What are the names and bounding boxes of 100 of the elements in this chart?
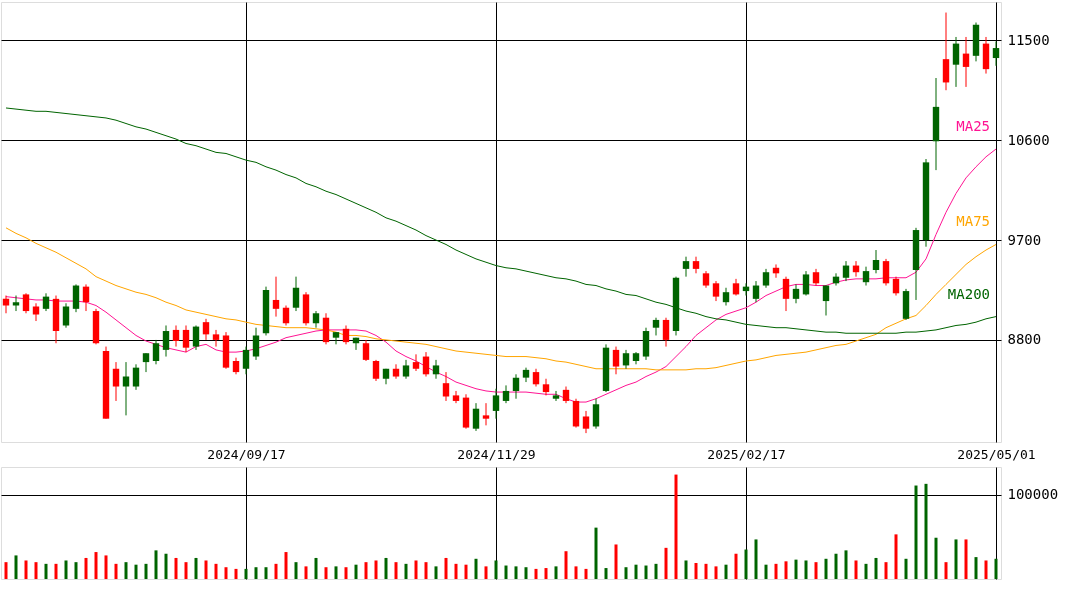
candlestick	[192, 324, 200, 351]
x-tick-label: 2024/11/29	[457, 446, 536, 462]
candlestick	[292, 276, 300, 312]
bar	[414, 560, 418, 579]
bar	[574, 566, 578, 579]
bar	[684, 560, 688, 579]
candlestick	[782, 276, 790, 312]
bar	[514, 566, 518, 579]
bar	[554, 566, 558, 579]
candlestick	[112, 361, 120, 402]
candlestick	[492, 388, 500, 420]
bar	[264, 567, 268, 579]
bar	[914, 485, 918, 579]
bar	[774, 563, 778, 579]
bar	[994, 558, 998, 579]
bar	[504, 565, 508, 579]
candlestick	[12, 295, 20, 312]
candlestick	[472, 402, 480, 432]
bar	[924, 483, 928, 579]
bar	[694, 563, 698, 579]
bar	[754, 539, 758, 579]
candlestick	[342, 324, 350, 345]
bar	[604, 568, 608, 579]
candlestick	[122, 361, 130, 416]
bar	[714, 566, 718, 579]
candlestick	[392, 363, 400, 380]
candlestick	[992, 40, 1000, 67]
bar	[374, 560, 378, 579]
bar	[674, 474, 678, 579]
bar	[384, 557, 388, 579]
bar	[24, 560, 28, 579]
bar	[724, 564, 728, 579]
candlestick	[622, 349, 630, 370]
bar	[734, 553, 738, 579]
candlestick	[842, 260, 850, 282]
candlestick	[202, 318, 210, 341]
x-tick-label: 2025/05/01	[957, 446, 1036, 462]
bar	[104, 555, 108, 579]
candlestick	[692, 256, 700, 274]
candlestick	[72, 283, 80, 313]
bar	[824, 558, 828, 579]
candlestick	[552, 390, 560, 402]
bar	[474, 558, 478, 579]
bar	[524, 567, 528, 579]
candlestick	[332, 331, 340, 345]
candlestick	[882, 258, 890, 287]
candlestick	[482, 402, 490, 426]
bar	[624, 567, 628, 579]
bar	[594, 527, 598, 579]
candlestick	[872, 249, 880, 274]
bar	[174, 557, 178, 579]
candlestick	[862, 266, 870, 287]
bar	[484, 566, 488, 579]
bar	[214, 563, 218, 579]
candlestick	[362, 339, 370, 362]
candlestick	[252, 327, 260, 361]
candlestick	[962, 36, 970, 88]
y-tick-label: 11500	[1007, 31, 1050, 48]
bar	[974, 557, 978, 579]
x-tick-label: 2025/02/17	[707, 446, 786, 462]
candlestick	[152, 339, 160, 365]
bar	[144, 563, 148, 579]
bar	[894, 534, 898, 579]
bar	[224, 567, 228, 579]
candlestick	[162, 324, 170, 358]
bar	[94, 552, 98, 579]
y-tick-label: 8800	[1007, 331, 1042, 348]
bar	[434, 566, 438, 579]
candlestick	[272, 276, 280, 318]
series-label: MA25	[956, 118, 990, 135]
bar	[784, 561, 788, 579]
bar	[314, 557, 318, 579]
bar	[854, 560, 858, 579]
candlestick	[172, 324, 180, 348]
bar	[494, 560, 498, 579]
bar	[794, 559, 798, 579]
bar	[364, 562, 368, 579]
bar	[654, 563, 658, 579]
y-tick-label: 9700	[1007, 231, 1042, 248]
candlestick	[512, 373, 520, 400]
candlestick	[682, 256, 690, 278]
bar	[164, 553, 168, 579]
line-series	[5, 107, 997, 334]
bar	[564, 551, 568, 579]
bar	[114, 563, 118, 579]
bar	[584, 568, 588, 579]
bar	[444, 557, 448, 579]
bar	[54, 563, 58, 579]
candlestick	[892, 276, 900, 297]
bar	[294, 562, 298, 579]
candlestick	[22, 292, 30, 314]
bar	[454, 563, 458, 579]
candlestick	[712, 280, 720, 302]
bar	[64, 560, 68, 579]
candlestick	[432, 359, 440, 380]
candlestick	[242, 346, 250, 375]
bar	[964, 539, 968, 579]
bar	[204, 560, 208, 579]
bar	[644, 565, 648, 579]
candlestick	[412, 353, 420, 372]
